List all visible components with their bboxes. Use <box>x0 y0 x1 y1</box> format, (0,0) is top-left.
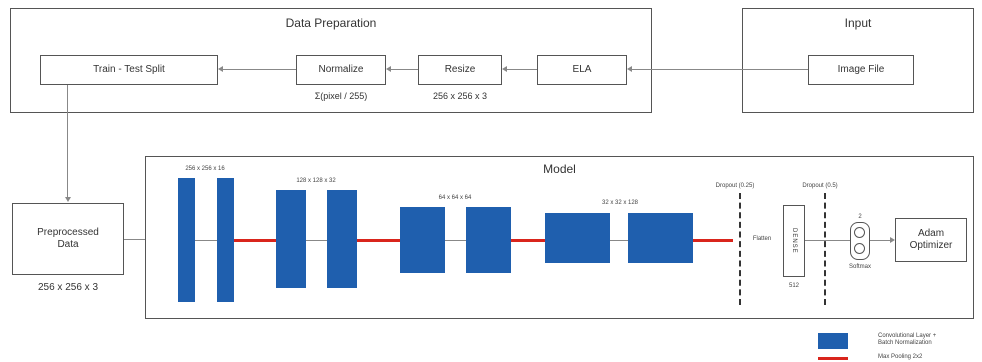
legend-pool-swatch <box>818 357 848 360</box>
conv-connector <box>445 240 466 241</box>
input-title: Input <box>844 16 872 30</box>
dropout-line-2 <box>824 193 826 305</box>
train-test-split-box: Train - Test Split <box>40 55 218 85</box>
input-panel: Input <box>742 8 974 113</box>
dropout-label-2: Dropout (0.5) <box>802 183 838 189</box>
normalize-box: Normalize <box>296 55 386 85</box>
dense-layer: DENSE <box>783 205 805 277</box>
conv-block <box>327 190 357 288</box>
max-pool-link <box>234 239 276 242</box>
dropout-line-1 <box>739 193 741 305</box>
dim-label-2: 128 x 128 x 32 <box>296 178 336 184</box>
conv-block <box>217 178 234 302</box>
legend-conv-swatch <box>818 333 848 349</box>
max-pool-link <box>693 239 733 242</box>
adam-optimizer-box: Adam Optimizer <box>895 218 967 262</box>
conv-connector <box>610 240 628 241</box>
dense-units: 512 <box>788 283 799 289</box>
arrowhead <box>218 66 223 72</box>
max-pool-link <box>511 239 545 242</box>
softmax-label: Softmax <box>848 264 871 270</box>
conv-connector <box>306 240 327 241</box>
conv-connector <box>195 240 217 241</box>
legend-pool-label: Max Pooling 2x2 <box>878 354 923 360</box>
connector-normalize-to-split <box>223 69 296 70</box>
dropout-label-1: Dropout (0.25) <box>715 183 755 189</box>
normalize-caption: Σ(pixel / 255) <box>314 91 368 101</box>
conv-block <box>178 178 195 302</box>
dense-label: DENSE <box>791 228 797 254</box>
dim-label-3: 64 x 64 x 64 <box>438 195 472 201</box>
arrowhead <box>386 66 391 72</box>
resize-box: Resize <box>418 55 502 85</box>
connector-resize-to-normalize <box>391 69 418 70</box>
ela-box: ELA <box>537 55 627 85</box>
image-file-box: Image File <box>808 55 914 85</box>
connector-ela-to-resize <box>507 69 537 70</box>
arrowhead <box>890 237 895 243</box>
data-preparation-title: Data Preparation <box>285 16 377 30</box>
softmax-units: 2 <box>858 214 862 220</box>
connector-split-to-preprocessed <box>67 85 68 198</box>
conv-block <box>628 213 693 263</box>
flatten-label: Flatten <box>752 236 772 242</box>
resize-caption: 256 x 256 x 3 <box>432 91 488 101</box>
dim-label-1: 256 x 256 x 16 <box>185 166 225 172</box>
connector-dense-to-softmax <box>805 240 850 241</box>
model-title: Model <box>543 162 576 176</box>
conv-block <box>466 207 511 273</box>
connector-input-to-ela <box>632 69 808 70</box>
arrowhead <box>502 66 507 72</box>
preprocessed-caption: 256 x 256 x 3 <box>37 282 99 293</box>
arrowhead <box>65 197 71 202</box>
preprocessed-data-box: Preprocessed Data <box>12 203 124 275</box>
max-pool-link <box>357 239 400 242</box>
softmax-node <box>854 243 865 254</box>
legend-conv-label: Convolutional Layer + Batch Normalizatio… <box>878 333 937 347</box>
softmax-node <box>854 227 865 238</box>
connector-softmax-to-optimizer <box>870 240 893 241</box>
conv-block <box>276 190 306 288</box>
arrowhead <box>627 66 632 72</box>
conv-block <box>400 207 445 273</box>
conv-block <box>545 213 610 263</box>
dim-label-4: 32 x 32 x 128 <box>601 200 639 206</box>
